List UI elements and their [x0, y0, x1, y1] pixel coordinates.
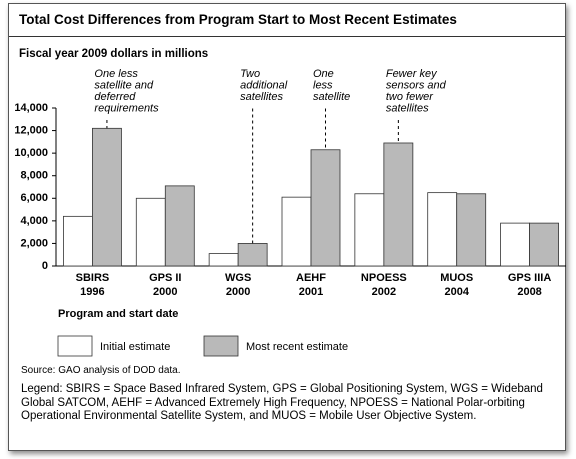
x-tick-year: 2004 [444, 286, 469, 298]
bar [63, 215, 93, 267]
y-tick-label: 0 [42, 260, 48, 272]
bar [427, 192, 458, 267]
x-tick-label: GPS IIIA [508, 272, 551, 284]
x-tick-label: MUOS [440, 272, 473, 284]
x-axis-label: Program and start date [58, 308, 178, 320]
legend-swatch [203, 335, 239, 357]
x-tick-label: AEHF [296, 272, 326, 284]
legend-swatch [57, 335, 93, 357]
y-tick-label: 14,000 [14, 102, 48, 114]
annotation: Fewer key [386, 68, 438, 80]
chart-title: Total Cost Differences from Program Star… [19, 12, 457, 27]
bar [310, 149, 341, 267]
bar [354, 193, 385, 267]
y-tick-label: 10,000 [14, 147, 48, 159]
bar [92, 127, 122, 267]
x-tick-label: SBIRS [76, 272, 110, 284]
annotation: satellites [386, 102, 429, 114]
x-tick-year: 2000 [226, 286, 250, 298]
annotation: satellite [313, 91, 350, 103]
bar [164, 185, 195, 267]
annotation: sensors and [386, 79, 447, 91]
x-tick-year: 2001 [299, 286, 323, 298]
x-tick-label: NPOESS [361, 272, 407, 284]
x-tick-year: 1996 [80, 286, 104, 298]
chart-subtitle: Fiscal year 2009 dollars in millions [19, 48, 209, 60]
bar [529, 222, 559, 267]
annotation: deferred [94, 91, 136, 103]
y-tick-label: 2,000 [20, 237, 48, 249]
annotation: two fewer [386, 91, 434, 103]
annotation: satellites [240, 91, 283, 103]
bar [500, 222, 530, 267]
x-tick-year: 2008 [517, 286, 541, 298]
y-tick-label: 8,000 [20, 170, 48, 182]
annotation: requirements [94, 102, 159, 114]
x-tick-year: 2002 [372, 286, 396, 298]
x-tick-label: WGS [225, 272, 251, 284]
annotation: One [313, 68, 334, 80]
bar [383, 142, 414, 267]
y-tick-label: 12,000 [14, 124, 48, 136]
bar [135, 197, 166, 267]
annotation: One less [94, 68, 138, 80]
bar [208, 253, 239, 267]
title-rule [9, 36, 565, 37]
annotation: satellite and [94, 79, 154, 91]
annotation: additional [240, 79, 288, 91]
bar [456, 193, 487, 267]
y-tick-label: 6,000 [20, 192, 48, 204]
x-tick-label: GPS II [149, 272, 181, 284]
bar [281, 196, 312, 267]
y-tick-label: 4,000 [20, 215, 48, 227]
annotation: less [313, 79, 333, 91]
annotation: Two [240, 68, 260, 80]
legend-label: Most recent estimate [246, 341, 348, 353]
bar [237, 243, 268, 267]
source-note: Source: GAO analysis of DOD data. [21, 365, 181, 376]
x-tick-year: 2000 [153, 286, 177, 298]
legend-note: Legend: SBIRS = Space Based Infrared Sys… [21, 383, 543, 422]
legend-label: Initial estimate [100, 341, 170, 353]
